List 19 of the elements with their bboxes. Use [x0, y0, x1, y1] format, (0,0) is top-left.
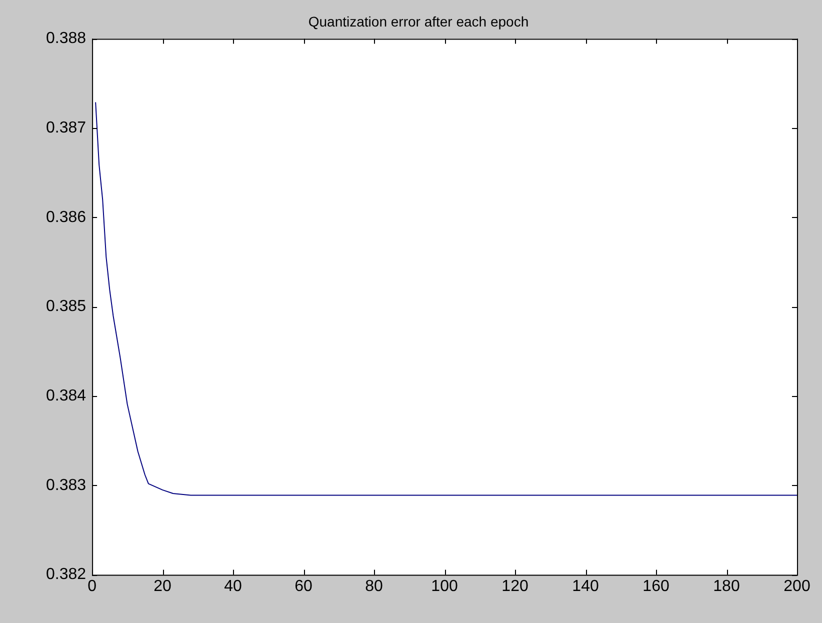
x-tick-label: 180	[713, 578, 740, 595]
chart-title: Quantization error after each epoch	[308, 13, 529, 30]
y-tick-label: 0.388	[46, 30, 86, 48]
y-tick-label: 0.383	[46, 476, 86, 494]
y-tick-label: 0.387	[46, 120, 86, 137]
x-tick-label: 20	[154, 578, 172, 595]
y-tick-label: 0.385	[46, 298, 86, 316]
x-tick-label: 80	[365, 578, 384, 595]
x-tick-label: 120	[502, 578, 528, 595]
y-tick-label: 0.382	[46, 566, 86, 584]
x-tick-label: 140	[572, 578, 599, 595]
x-tick-label: 0	[88, 578, 97, 595]
x-tick-label: 60	[294, 578, 313, 595]
x-tick-label: 200	[784, 578, 810, 595]
y-tick-label: 0.384	[46, 388, 86, 405]
x-tick-label: 100	[431, 578, 458, 595]
y-tick-label: 0.386	[46, 208, 86, 226]
x-tick-label: 40	[224, 578, 242, 595]
x-tick-label: 160	[642, 578, 670, 595]
